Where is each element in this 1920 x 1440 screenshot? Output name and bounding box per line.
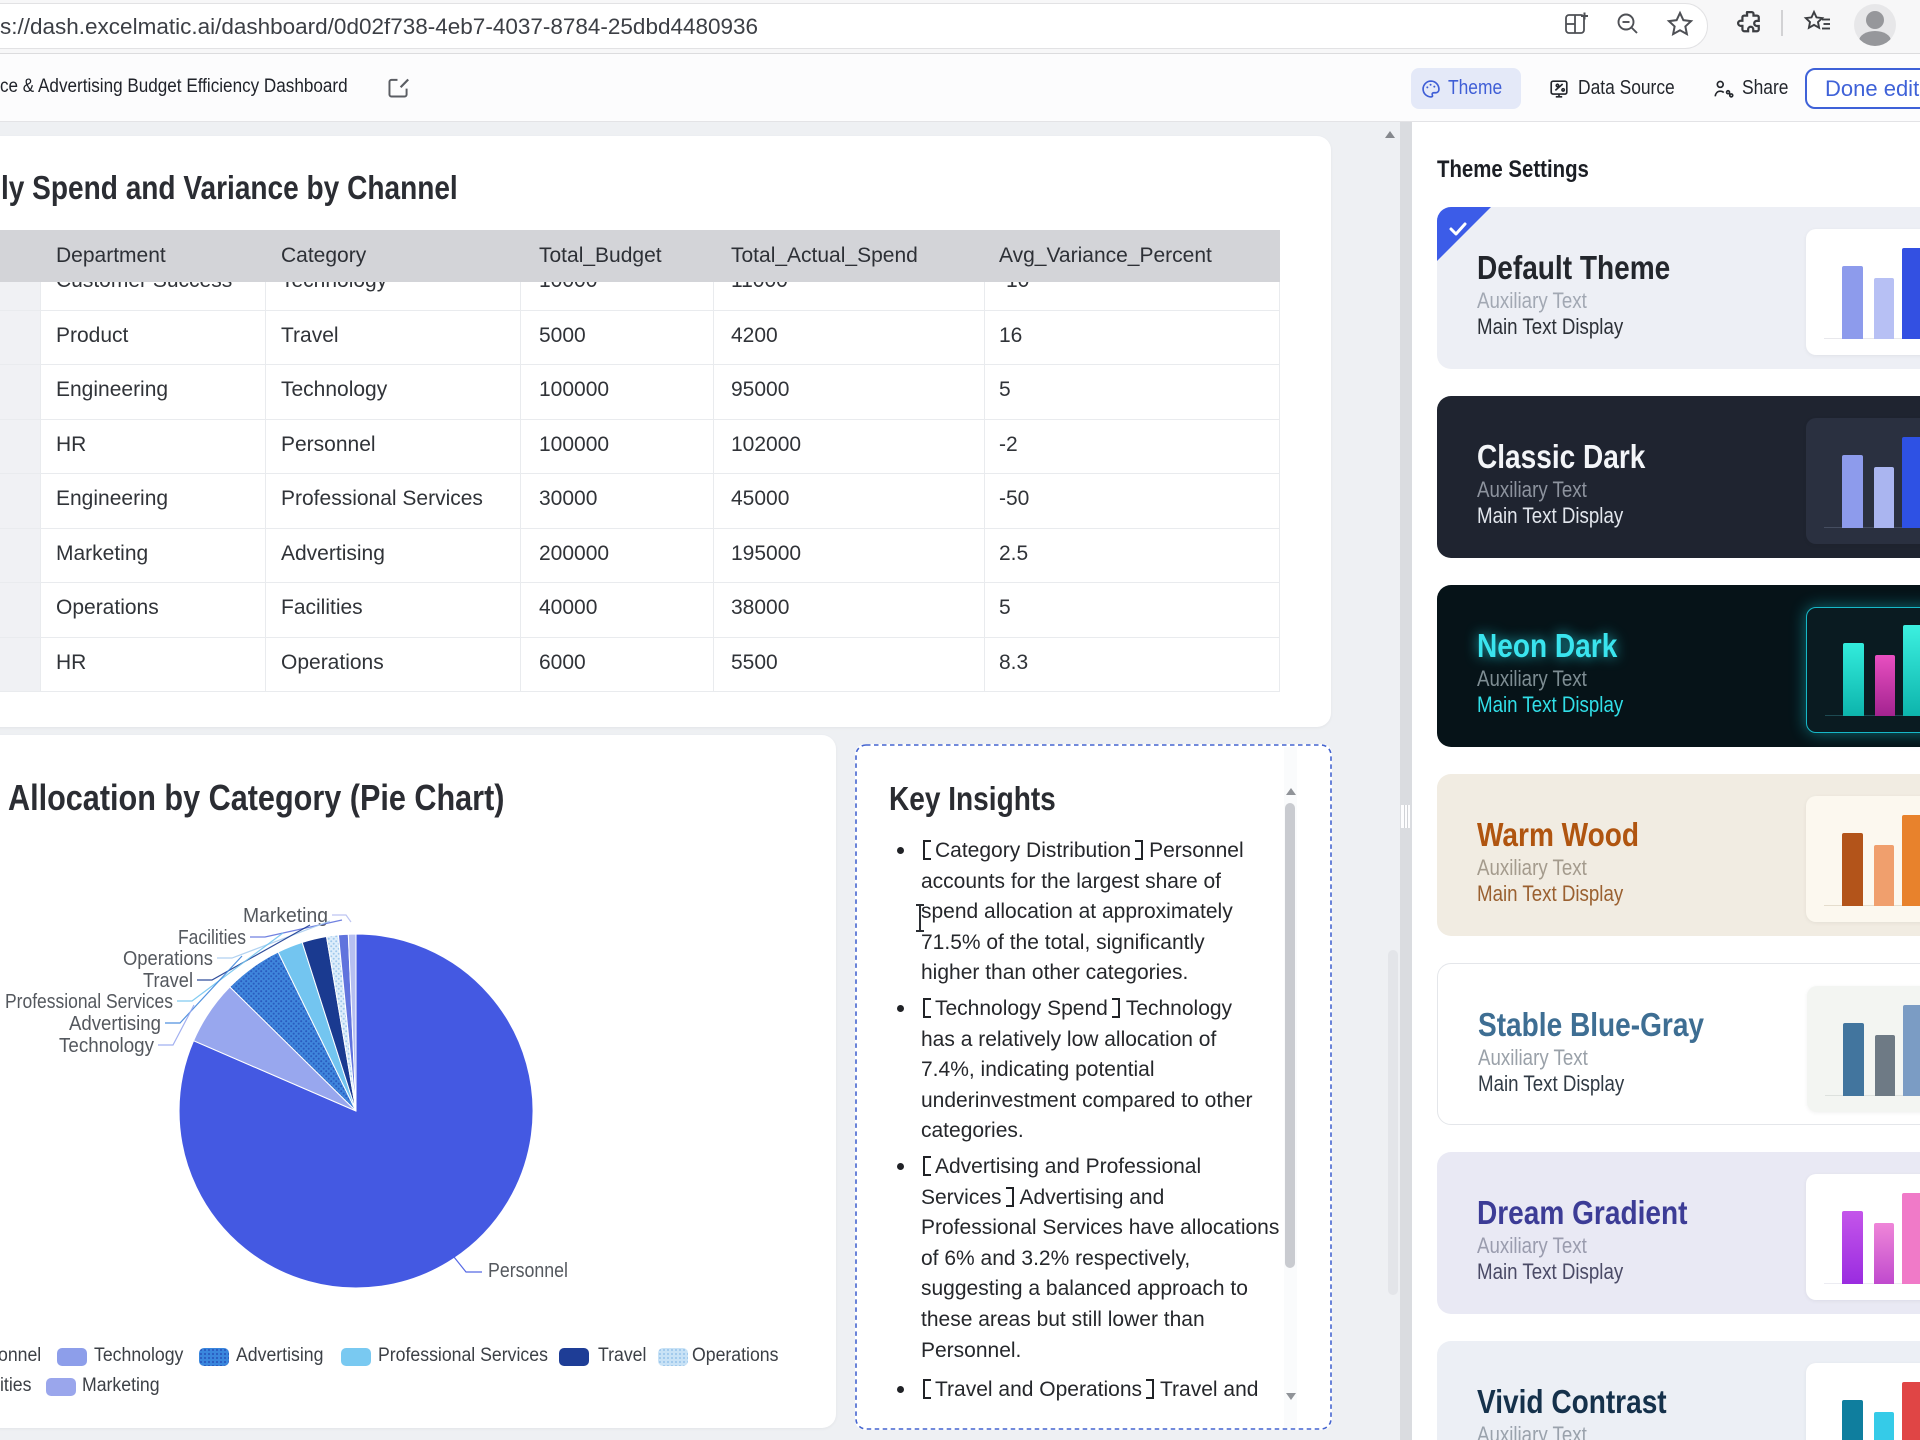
svg-text:Professional Services: Professional Services: [5, 991, 173, 1013]
svg-text:Technology: Technology: [59, 1035, 154, 1057]
svg-text:Advertising: Advertising: [69, 1013, 161, 1035]
svg-text:Facilities: Facilities: [178, 927, 246, 949]
svg-text:Personnel: Personnel: [488, 1260, 568, 1282]
svg-text:Operations: Operations: [123, 948, 213, 970]
svg-text:Travel: Travel: [143, 970, 193, 992]
svg-text:Marketing: Marketing: [243, 905, 328, 927]
